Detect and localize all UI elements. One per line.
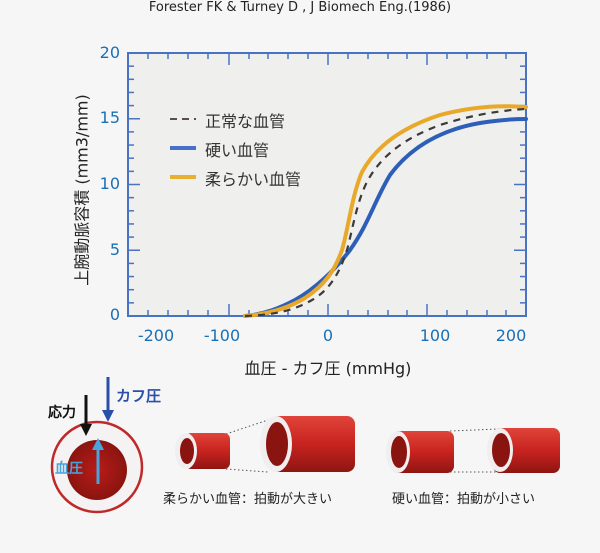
series-hard-vessel — [243, 117, 528, 318]
soft-vessel-caption: 柔らかい血管：拍動が大きい — [163, 492, 333, 507]
cuff-pressure-arrow — [102, 377, 114, 422]
y-ticks — [128, 65, 526, 304]
x-tick-label: 100 — [419, 326, 451, 345]
y-tick-label: 5 — [109, 240, 120, 259]
stress-label: 応力 — [48, 405, 76, 421]
legend-label-hard: 硬い血管 — [205, 141, 270, 160]
stress-arrow — [80, 395, 92, 436]
y-tick-label: 20 — [99, 43, 120, 62]
y-tick-label: 0 — [109, 305, 120, 324]
hard-vessel-caption: 硬い血管：拍動が小さい — [392, 492, 536, 507]
blood-pressure-arrow — [92, 438, 104, 484]
series-normal-vessel — [244, 107, 527, 318]
legend-label-soft: 柔らかい血管 — [205, 170, 302, 189]
soft-vessel-illustration — [175, 416, 355, 473]
x-tick-label: 0 — [322, 326, 334, 345]
x-axis-label: 血圧 - カフ圧 (mmHg) — [244, 359, 412, 378]
y-tick-label: 10 — [99, 174, 120, 193]
x-tick-label: 200 — [495, 326, 527, 345]
legend-label-normal: 正常な血管 — [205, 112, 286, 131]
cuff-pressure-label: カフ圧 — [116, 387, 162, 405]
y-axis-label: 上腕動脈容積 (mm3/mm) — [72, 94, 92, 286]
blood-pressure-label: 血圧 — [55, 461, 83, 477]
x-tick-label: -100 — [203, 326, 241, 345]
y-tick-label: 15 — [99, 108, 120, 127]
x-tick-label: -200 — [137, 326, 175, 345]
hard-vessel-illustration — [386, 428, 560, 473]
chart-citation: Forester FK & Turney D , J Biomech Eng.(… — [148, 0, 452, 15]
series-soft-vessel — [243, 104, 528, 318]
